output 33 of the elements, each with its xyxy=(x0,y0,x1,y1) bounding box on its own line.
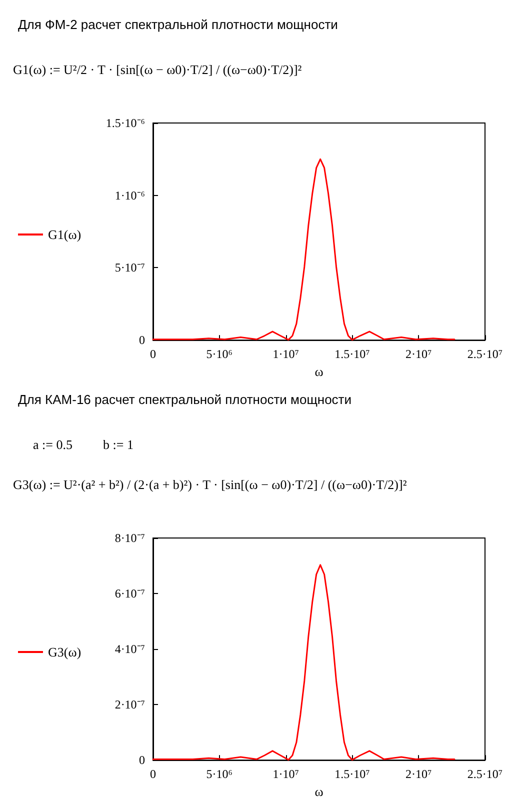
legend-label: G1(ω) xyxy=(48,227,82,242)
x-axis-title: ω xyxy=(314,364,324,379)
x-tick-label: 1·10⁷ xyxy=(272,347,299,362)
text: G1(ω) := U²/2 · T · [sin[(ω − ω0)·T/2] / ((ω−ω0)·T/2)]² xyxy=(13,62,302,77)
x-tick-label: 2·10⁷ xyxy=(406,347,432,362)
line-series xyxy=(152,158,456,341)
chart-title: Для КАМ-16 расчет спектральной плотности мощности xyxy=(18,392,352,407)
x-tick-label: 1.5·10⁷ xyxy=(334,347,370,362)
y-tick-label: 2·10⁻⁷ xyxy=(114,698,145,712)
y-tick-label: 5·10⁻⁷ xyxy=(114,260,145,275)
y-tick-label: 0 xyxy=(139,333,145,348)
text: a := 0.5 xyxy=(33,437,72,452)
y-tick-label: 6·10⁻⁷ xyxy=(114,586,145,601)
text: G3(ω) := U²·(a² + b²) / (2·(a + b)²) · T · [sin[(ω − ω0)·T/2] / ((ω−ω0)·T/2)]² xyxy=(13,477,407,492)
y-tick-label: 4·10⁻⁷ xyxy=(114,642,145,656)
x-tick-label: 0 xyxy=(150,767,156,782)
line-series xyxy=(152,564,456,761)
y-tick-label: 8·10⁻⁷ xyxy=(114,531,145,545)
x-tick-label: 1·10⁷ xyxy=(272,767,299,782)
x-tick-label: 2.5·10⁷ xyxy=(467,767,503,782)
x-tick-label: 0 xyxy=(150,347,156,362)
text: b := 1 xyxy=(103,437,134,452)
chart-title: Для ФМ-2 расчет спектральной плотности мощности xyxy=(18,17,338,32)
y-tick-label: 0 xyxy=(139,753,145,768)
x-tick-label: 2.5·10⁷ xyxy=(467,347,503,362)
legend-label: G3(ω) xyxy=(48,644,82,660)
x-tick-label: 5·10⁶ xyxy=(206,347,232,362)
x-tick-label: 2·10⁷ xyxy=(406,767,432,782)
y-tick-label: 1.5·10⁻⁶ xyxy=(106,116,145,130)
y-tick-label: 1·10⁻⁶ xyxy=(114,188,145,202)
x-axis-title: ω xyxy=(314,784,324,799)
x-tick-label: 1.5·10⁷ xyxy=(334,767,370,782)
x-tick-label: 5·10⁶ xyxy=(206,767,232,782)
